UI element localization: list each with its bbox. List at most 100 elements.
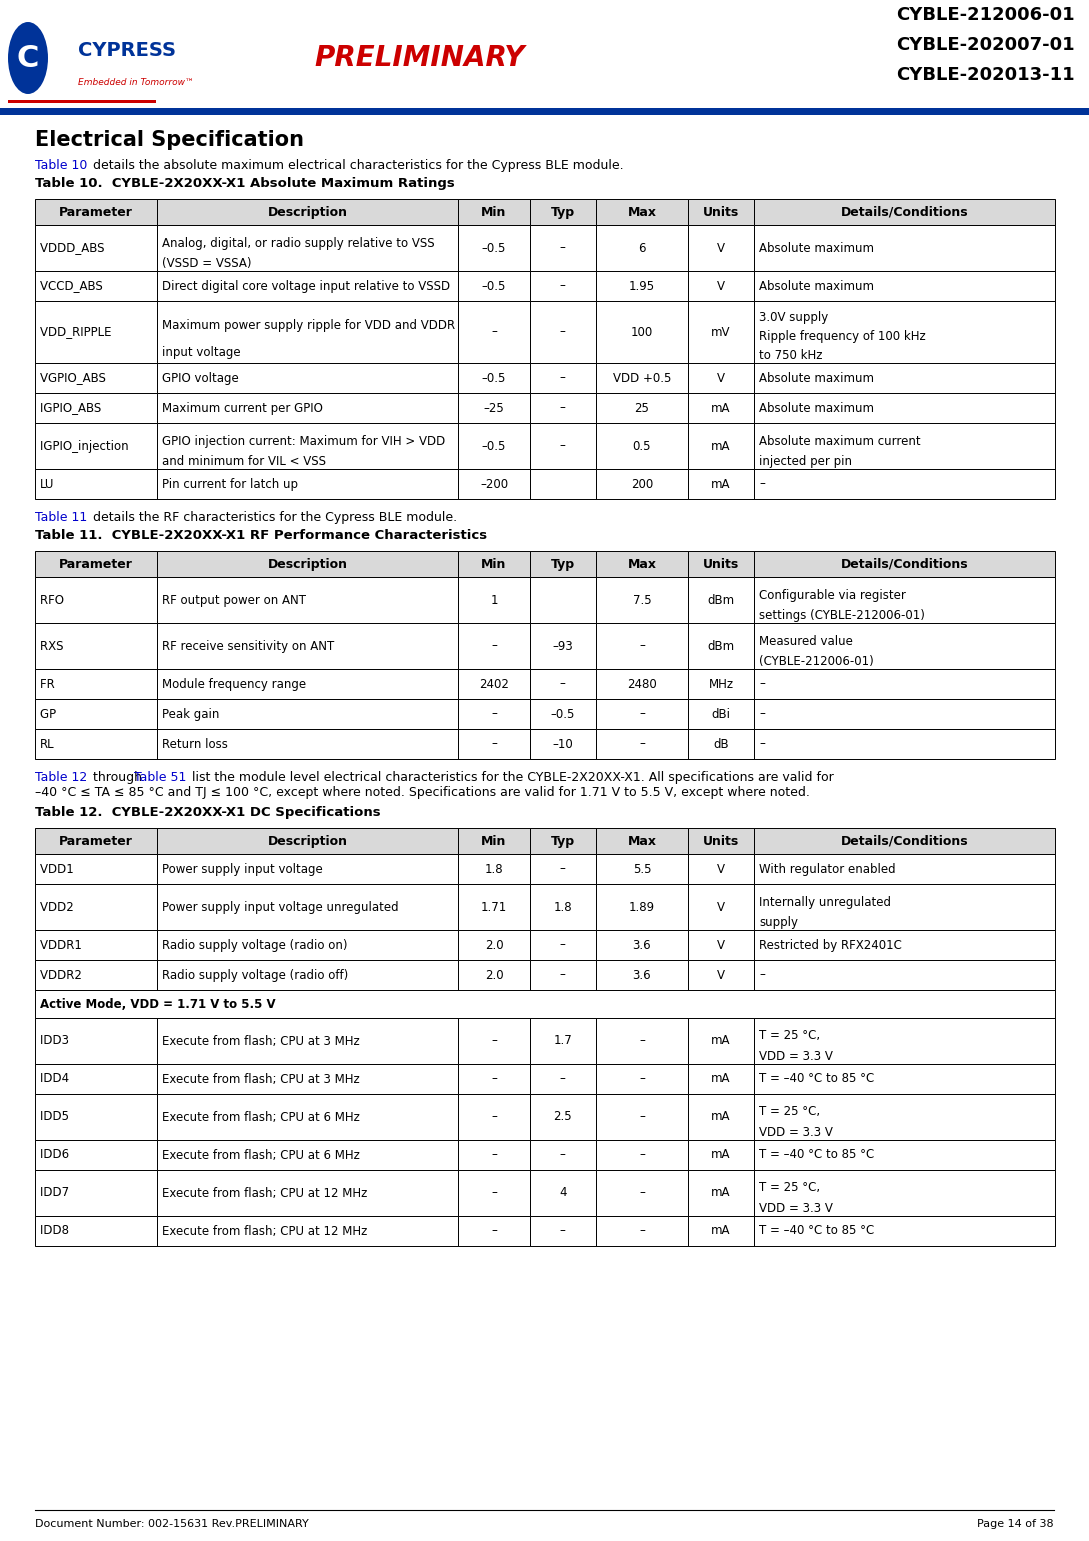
Text: Max: Max: [627, 835, 657, 848]
Bar: [596, 300, 688, 364]
Text: –: –: [560, 938, 566, 951]
Ellipse shape: [8, 22, 48, 94]
Text: Execute from flash; CPU at 12 MHz: Execute from flash; CPU at 12 MHz: [162, 1187, 368, 1199]
Text: –: –: [560, 968, 566, 982]
Text: Module frequency range: Module frequency range: [162, 678, 306, 690]
Bar: [458, 931, 529, 960]
Text: I​DD5: I​DD5: [40, 1111, 69, 1123]
Bar: [596, 393, 688, 422]
Bar: [596, 1094, 688, 1140]
Text: Power supply input voltage unregulated: Power supply input voltage unregulated: [162, 900, 399, 914]
Text: Execute from flash; CPU at 6 MHz: Execute from flash; CPU at 6 MHz: [162, 1148, 360, 1162]
Bar: [158, 1019, 458, 1063]
Bar: [754, 931, 1055, 960]
Bar: [158, 552, 458, 576]
Bar: [35, 300, 158, 364]
Bar: [458, 700, 529, 729]
Text: 2402: 2402: [479, 678, 509, 690]
Text: –0.5: –0.5: [481, 279, 506, 293]
Bar: [8, 100, 156, 103]
Text: –: –: [560, 371, 566, 385]
Text: Details/Conditions: Details/Conditions: [841, 205, 968, 219]
Bar: [158, 828, 458, 854]
Bar: [688, 854, 754, 885]
Text: input voltage: input voltage: [162, 345, 241, 359]
Bar: [529, 700, 596, 729]
Bar: [754, 700, 1055, 729]
Text: dBi: dBi: [711, 707, 731, 721]
Text: mA: mA: [711, 402, 731, 415]
Text: –0.5: –0.5: [481, 371, 506, 385]
Bar: [35, 931, 158, 960]
Text: 1.95: 1.95: [628, 279, 654, 293]
Bar: [754, 623, 1055, 669]
Bar: [596, 364, 688, 393]
Text: Table 51: Table 51: [134, 770, 186, 783]
Bar: [35, 623, 158, 669]
Bar: [458, 199, 529, 225]
Bar: [158, 623, 458, 669]
Text: mV: mV: [711, 325, 731, 339]
Text: Ripple frequency of 100 kHz: Ripple frequency of 100 kHz: [759, 330, 926, 344]
Text: –: –: [759, 707, 764, 721]
Text: Table 10.  CYBLE-2X20XX-X1 Absolute Maximum Ratings: Table 10. CYBLE-2X20XX-X1 Absolute Maxim…: [35, 177, 455, 190]
Bar: [158, 931, 458, 960]
Bar: [529, 300, 596, 364]
Bar: [35, 468, 158, 499]
Text: GPIO voltage: GPIO voltage: [162, 371, 240, 385]
Bar: [458, 854, 529, 885]
Bar: [529, 225, 596, 271]
Text: 2.0: 2.0: [485, 968, 503, 982]
Bar: [688, 729, 754, 760]
Bar: [458, 1140, 529, 1170]
Text: C: C: [16, 43, 39, 72]
Text: –: –: [491, 1111, 497, 1123]
Text: T = –40 °C to 85 °C: T = –40 °C to 85 °C: [759, 1148, 874, 1162]
Bar: [688, 931, 754, 960]
Text: V​DD1: V​DD1: [40, 863, 74, 875]
Text: –93: –93: [552, 640, 573, 652]
Text: Peak gain: Peak gain: [162, 707, 220, 721]
Bar: [458, 393, 529, 422]
Bar: [596, 552, 688, 576]
Text: 1.8: 1.8: [485, 863, 503, 875]
Bar: [688, 623, 754, 669]
Bar: [529, 885, 596, 931]
Bar: [529, 931, 596, 960]
Text: 25: 25: [635, 402, 649, 415]
Text: T = –40 °C to 85 °C: T = –40 °C to 85 °C: [759, 1225, 874, 1237]
Text: Electrical Specification: Electrical Specification: [35, 129, 304, 149]
Bar: [754, 364, 1055, 393]
Text: 7.5: 7.5: [633, 593, 651, 607]
Bar: [596, 729, 688, 760]
Bar: [458, 225, 529, 271]
Text: –: –: [639, 707, 645, 721]
Bar: [688, 364, 754, 393]
Bar: [754, 393, 1055, 422]
Text: GPIO injection current: Maximum for V​IH > V​DD: GPIO injection current: Maximum for V​IH…: [162, 435, 445, 447]
Text: V​DDR2: V​DDR2: [40, 968, 82, 982]
Text: 200: 200: [631, 478, 653, 490]
Text: RF​O: RF​O: [40, 593, 64, 607]
Bar: [596, 271, 688, 300]
Text: Pin current for latch up: Pin current for latch up: [162, 478, 298, 490]
Bar: [158, 225, 458, 271]
Bar: [35, 364, 158, 393]
Text: 0.5: 0.5: [633, 439, 651, 453]
Text: V​CCD_ABS: V​CCD_ABS: [40, 279, 102, 293]
Bar: [596, 1140, 688, 1170]
Text: Description: Description: [268, 205, 347, 219]
Text: V​DD = 3.3 V: V​DD = 3.3 V: [759, 1202, 833, 1214]
Text: Parameter: Parameter: [59, 558, 133, 570]
Text: I​GPIO_ABS: I​GPIO_ABS: [40, 402, 101, 415]
Bar: [458, 468, 529, 499]
Bar: [458, 1170, 529, 1216]
Text: (CYBLE-212006-01): (CYBLE-212006-01): [759, 655, 873, 667]
Text: With regulator enabled: With regulator enabled: [759, 863, 896, 875]
Bar: [754, 1019, 1055, 1063]
Bar: [458, 828, 529, 854]
Text: –: –: [491, 325, 497, 339]
Text: Table 10: Table 10: [35, 159, 87, 171]
Bar: [158, 1170, 458, 1216]
Bar: [529, 199, 596, 225]
